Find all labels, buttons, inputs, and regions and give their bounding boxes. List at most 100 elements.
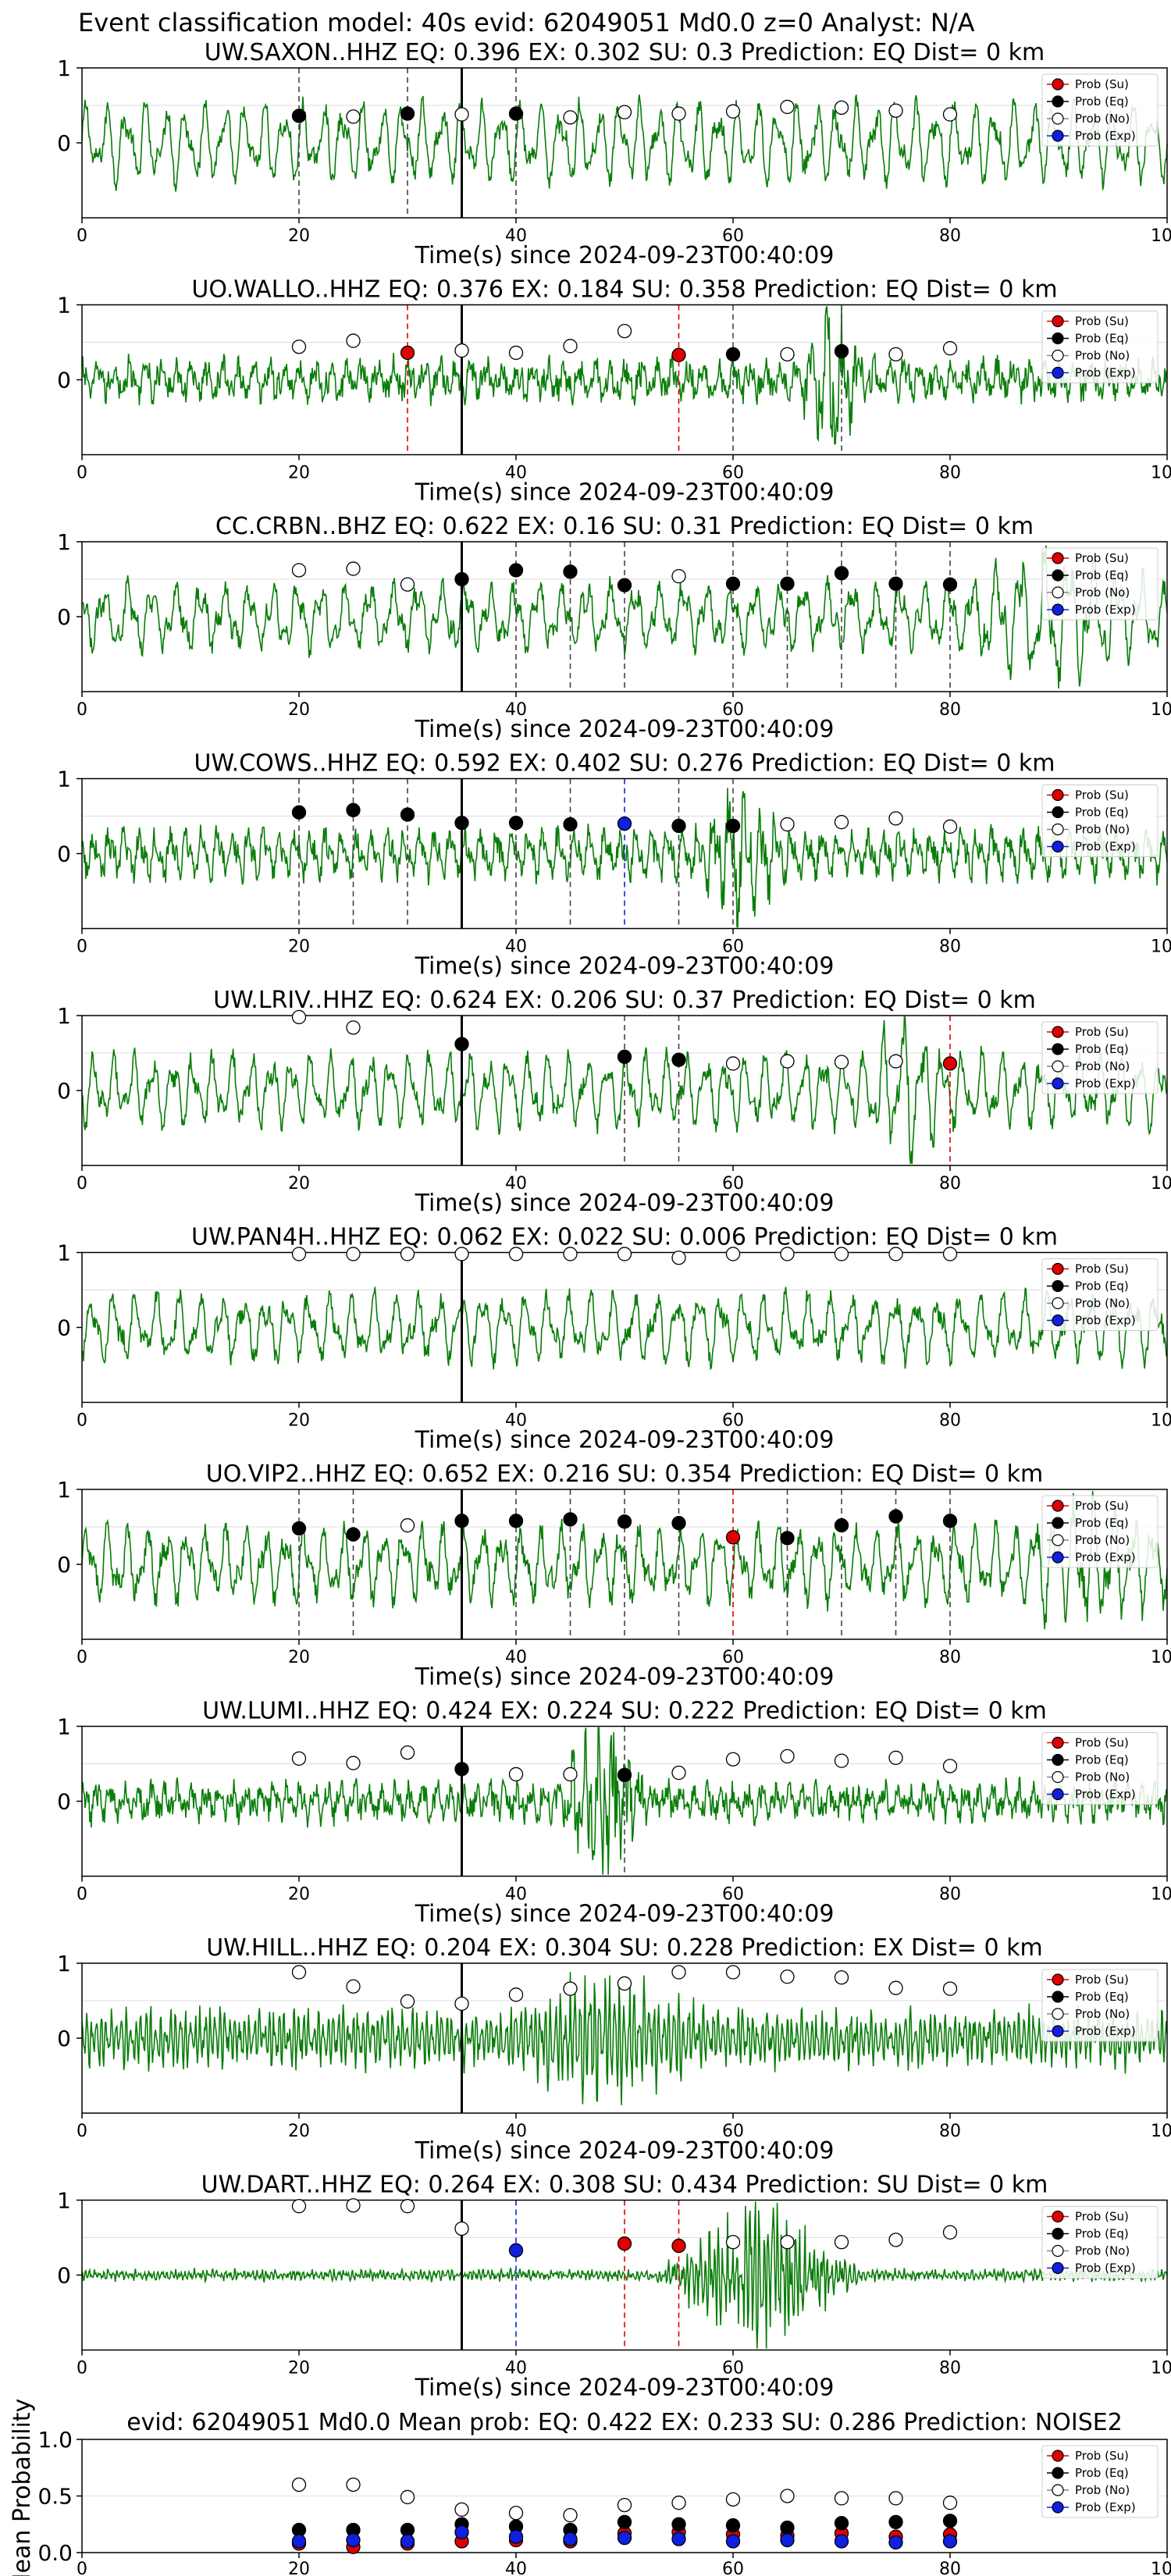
prob-marker-no <box>400 1745 415 1760</box>
prob-marker-no <box>780 1247 795 1261</box>
prob-marker-no <box>888 1247 903 1261</box>
legend-label: Prob (Eq) <box>1075 1990 1129 2004</box>
legend-label: Prob (No) <box>1075 1059 1130 1073</box>
legend-box <box>1041 1021 1159 1094</box>
prob-marker-no <box>780 1054 795 1069</box>
prob-marker-eq <box>725 347 741 362</box>
prob-marker-no <box>834 1247 849 1261</box>
prob-marker-no <box>454 343 469 358</box>
y-tick-label: 0 <box>57 2263 71 2289</box>
mean-marker-eq <box>725 2518 741 2533</box>
legend-label: Prob (Eq) <box>1075 94 1129 109</box>
x-tick-label: 60 <box>722 1174 744 1194</box>
x-axis-label: Time(s) since 2024-09-23T00:40:09 <box>415 1190 835 1217</box>
prob-marker-eq <box>888 1509 903 1524</box>
prob-marker-no <box>291 1247 307 1261</box>
legend-marker <box>1052 1060 1064 1073</box>
legend-marker <box>1052 586 1064 599</box>
panel-5: UW.LRIV..HHZ EQ: 0.624 EX: 0.206 SU: 0.3… <box>57 987 1171 1217</box>
mean-marker-exp <box>942 2534 958 2549</box>
panel-title: UW.LUMI..HHZ EQ: 0.424 EX: 0.224 SU: 0.2… <box>202 1698 1047 1725</box>
x-tick-label: 60 <box>722 1885 744 1905</box>
legend-label: Prob (Eq) <box>1075 1753 1129 1767</box>
prob-marker-su <box>617 2236 632 2251</box>
legend-marker <box>1052 1991 1064 2003</box>
x-tick-label: 60 <box>722 2122 744 2141</box>
prob-marker-no <box>508 345 524 361</box>
legend-label: Prob (No) <box>1075 1770 1130 1784</box>
x-tick-label: 20 <box>288 2359 310 2379</box>
x-tick-label: 40 <box>505 226 527 246</box>
legend-label: Prob (Eq) <box>1075 2466 1129 2480</box>
y-tick-label: 1 <box>57 2188 71 2214</box>
x-tick-label: 100 <box>1151 226 1171 246</box>
prob-marker-eq <box>780 1531 795 1546</box>
legend-marker <box>1052 112 1064 125</box>
mean-marker-exp <box>508 2529 524 2544</box>
prob-marker-no <box>834 100 849 116</box>
prob-marker-no <box>291 1751 307 1766</box>
mean-marker-no <box>834 2491 849 2506</box>
prob-marker-no <box>400 1247 415 1261</box>
prob-marker-no <box>400 1994 415 2009</box>
panel-3: CC.CRBN..BHZ EQ: 0.622 EX: 0.16 SU: 0.31… <box>57 513 1171 743</box>
x-tick-label: 80 <box>939 464 961 483</box>
mean-marker-eq <box>671 2517 686 2532</box>
mean-marker-exp <box>617 2530 632 2546</box>
prob-marker-no <box>780 2235 795 2250</box>
legend-marker <box>1052 1770 1064 1784</box>
panel-10: UW.DART..HHZ EQ: 0.264 EX: 0.308 SU: 0.4… <box>57 2172 1171 2402</box>
legend-marker <box>1052 1279 1064 1293</box>
x-tick-label: 60 <box>722 700 744 720</box>
prob-marker-eq <box>291 805 307 820</box>
legend-label: Prob (No) <box>1075 2483 1130 2497</box>
prob-marker-eq <box>508 1514 524 1528</box>
prob-marker-su <box>400 345 415 361</box>
legend-marker <box>1052 1788 1064 1801</box>
prob-marker-no <box>508 1767 524 1782</box>
prob-marker-no <box>563 110 578 125</box>
prob-marker-su <box>942 1056 958 1071</box>
legend-marker <box>1052 1534 1064 1546</box>
prob-marker-eq <box>454 815 469 831</box>
y-tick-label: 1 <box>57 1714 71 1740</box>
prob-marker-su <box>671 347 686 362</box>
x-tick-label: 100 <box>1151 1411 1171 1431</box>
prob-marker-eq <box>454 1514 469 1528</box>
prob-marker-eq <box>888 576 903 591</box>
x-tick-label: 20 <box>288 1885 310 1905</box>
prob-marker-no <box>291 340 307 354</box>
mean-marker-exp <box>834 2534 849 2549</box>
x-axis-label: Time(s) since 2024-09-23T00:40:09 <box>415 1663 835 1691</box>
x-tick-label: 60 <box>722 938 744 957</box>
prob-marker-no <box>346 561 361 576</box>
legend-label: Prob (Eq) <box>1075 2227 1129 2241</box>
legend-label: Prob (Exp) <box>1075 603 1136 617</box>
prob-marker-eq <box>617 1049 632 1064</box>
x-tick-label: 40 <box>505 1174 527 1194</box>
prob-marker-no <box>563 1981 578 1996</box>
legend-marker <box>1052 332 1064 345</box>
prob-marker-eq <box>508 815 524 831</box>
mean-marker-no <box>942 2496 958 2510</box>
x-tick-label: 40 <box>505 700 527 720</box>
legend: Prob (Su) Prob (Eq) Prob (No) Prob (Exp) <box>1041 1495 1159 1568</box>
prob-marker-no <box>508 1987 524 2002</box>
mean-marker-no <box>346 2477 361 2492</box>
legend-label: Prob (No) <box>1075 585 1130 600</box>
x-tick-label: 60 <box>722 226 744 246</box>
prob-marker-no <box>671 1251 686 1265</box>
prob-marker-eq <box>942 1514 958 1528</box>
prob-marker-no <box>346 1020 361 1035</box>
prob-marker-no <box>400 1517 415 1533</box>
prob-marker-eq <box>617 1514 632 1529</box>
mean-marker-no <box>780 2489 795 2503</box>
legend-marker <box>1052 1077 1064 1090</box>
panel-title: UW.DART..HHZ EQ: 0.264 EX: 0.308 SU: 0.4… <box>201 2172 1048 2199</box>
x-tick-label: 0 <box>77 938 87 957</box>
prob-marker-eq <box>508 563 524 578</box>
y-tick-label: 1 <box>57 293 71 318</box>
x-tick-label: 80 <box>939 2560 961 2576</box>
waveform-trace <box>81 1490 1168 1630</box>
